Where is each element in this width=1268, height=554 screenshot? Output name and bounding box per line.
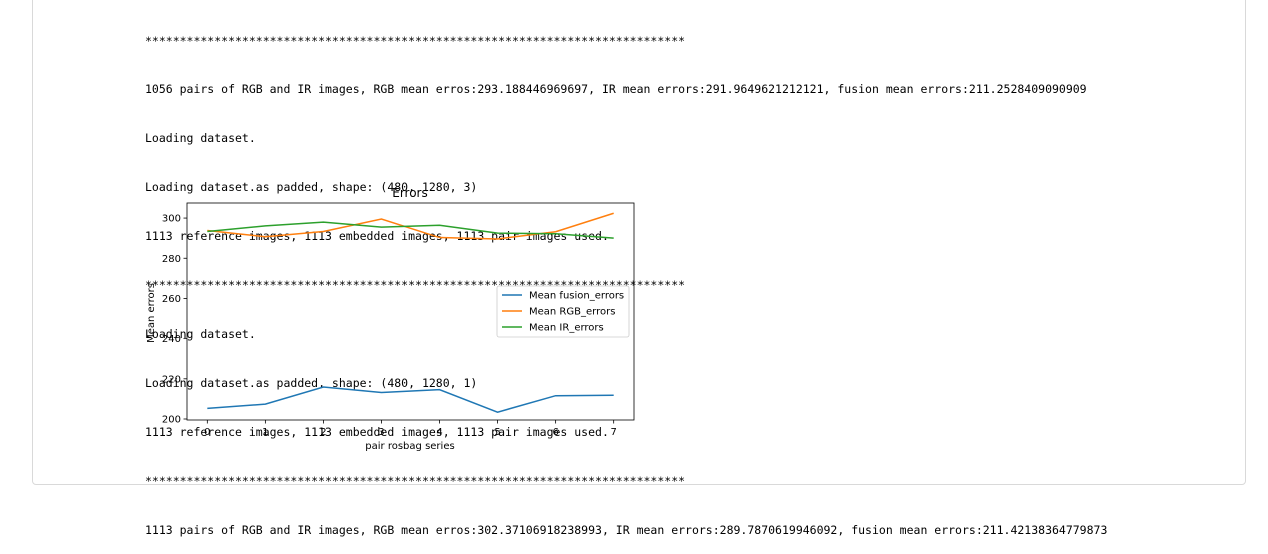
notebook-output-cell [32, 0, 1246, 485]
series-line [207, 221, 614, 239]
x-tick-label: 3 [378, 427, 384, 438]
x-tick-label: 2 [320, 427, 326, 438]
output-line: 1113 reference images, 1113 embedded ima… [145, 424, 609, 439]
y-tick-label: 300 [162, 214, 181, 225]
y-tick-label: 220 [162, 374, 181, 385]
output-line: Loading dataset. [145, 326, 256, 341]
errors-line-chart: Errors pair rosbag series Mean errors 0 1… [146, 186, 635, 452]
legend-entry: Mean fusion_errors [529, 291, 624, 302]
legend-box [496, 285, 630, 338]
legend-entry: Mean RGB_errors [529, 307, 615, 318]
x-tick-label: 4 [436, 427, 442, 438]
output-line: Loading dataset. [145, 131, 256, 146]
output-line: Loading dataset.as padded, shape: (480, … [145, 375, 478, 390]
x-tick-label: 7 [610, 427, 616, 438]
axes: 0 1 2 3 4 5 6 7 200 220 240 260 280 300 [162, 214, 617, 438]
y-tick-label: 280 [162, 254, 181, 265]
output-line: ****************************************… [145, 33, 686, 48]
output-line: 1056 pairs of RGB and IR images, RGB mea… [145, 82, 1087, 97]
x-tick-label: 5 [494, 427, 500, 438]
series-lines [207, 212, 614, 413]
chart-title: Errors [392, 186, 428, 200]
y-tick-label: 260 [162, 294, 181, 305]
x-tick-label: 6 [552, 427, 558, 438]
plot-frame [186, 202, 635, 421]
series-line [207, 386, 614, 413]
y-tick-label: 200 [162, 414, 181, 425]
legend-entry: Mean IR_errors [529, 323, 604, 334]
y-axis-label: Mean errors [146, 283, 157, 343]
x-axis-label: pair rosbag series [365, 441, 454, 452]
x-tick-label: 1 [262, 427, 268, 438]
legend: Mean fusion_errors Mean RGB_errors Mean IR… [496, 285, 630, 338]
output-line: Loading dataset.as padded, shape: (480, … [145, 180, 478, 195]
y-tick-label: 240 [162, 334, 181, 345]
x-tick-label: 0 [204, 427, 210, 438]
output-line: 1113 pairs of RGB and IR images, RGB mea… [145, 522, 1108, 537]
output-line: ****************************************… [145, 473, 686, 488]
